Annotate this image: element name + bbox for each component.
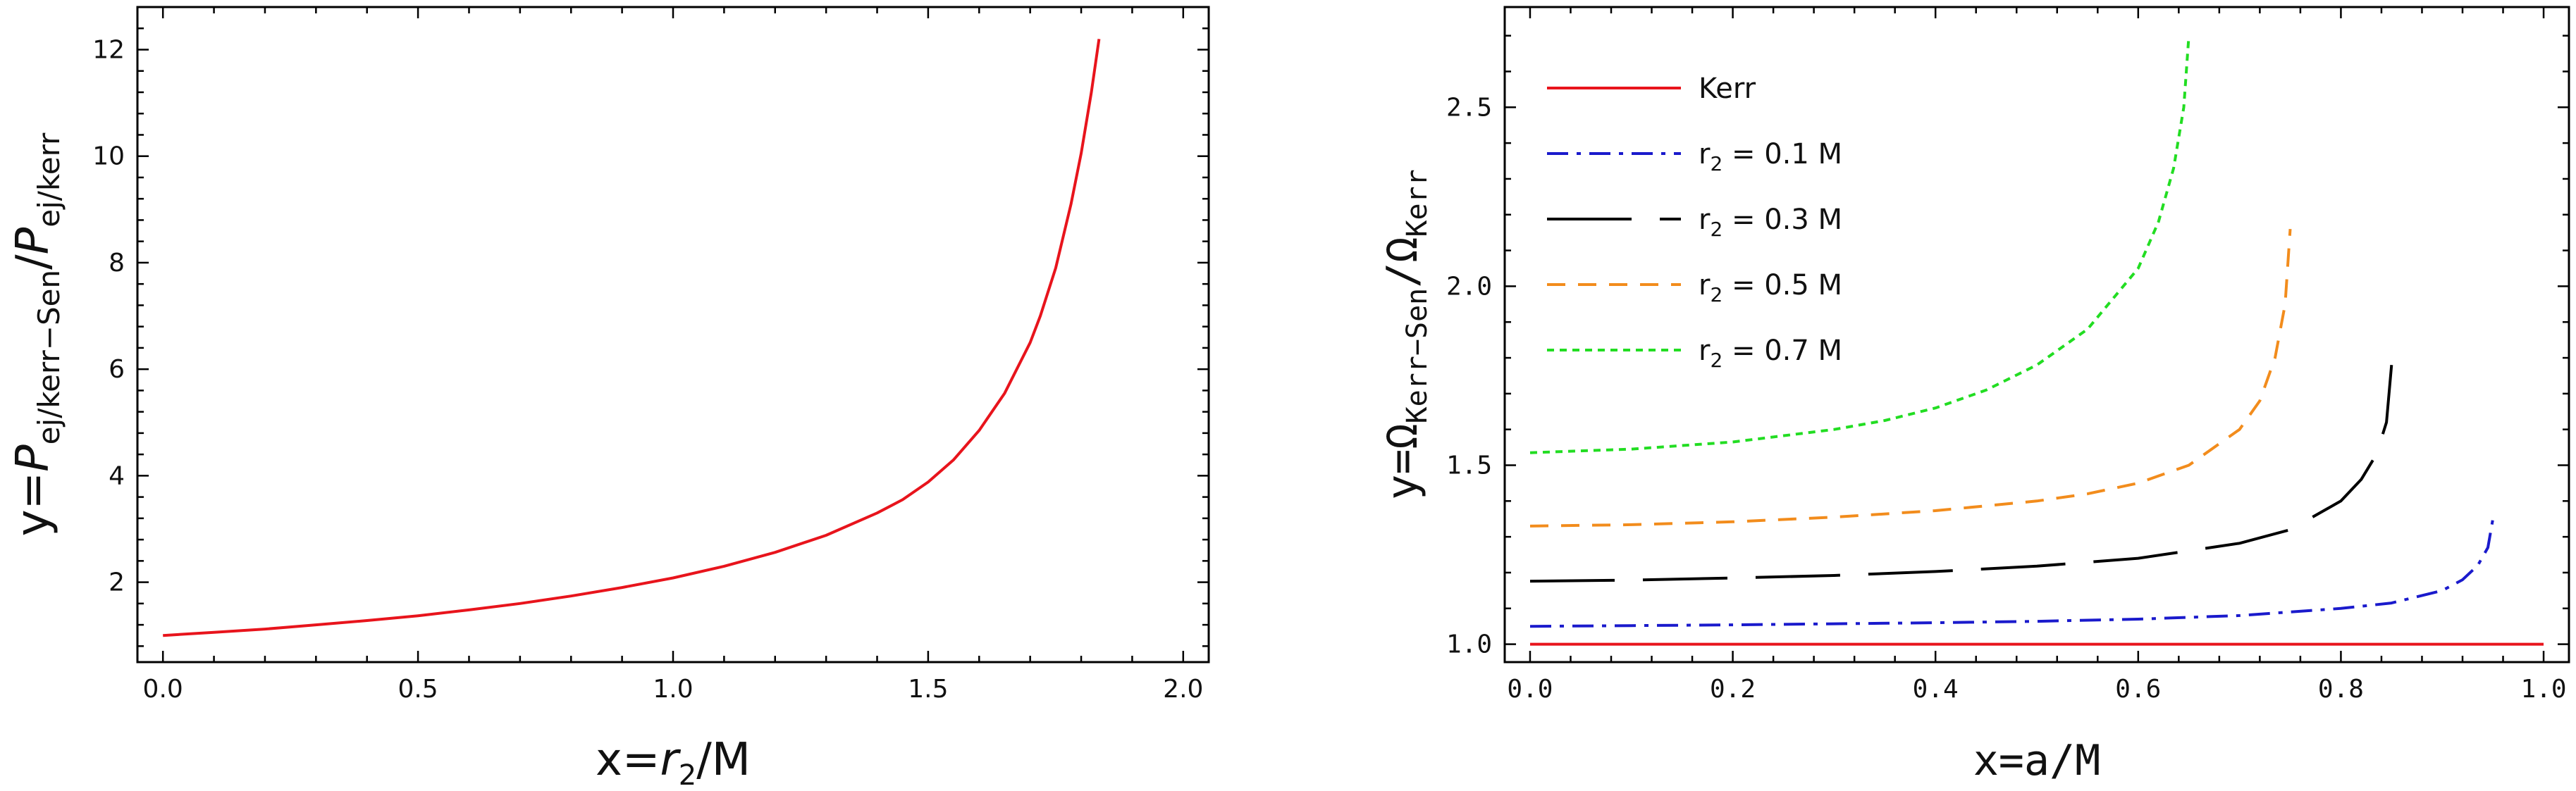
chart-left: 0.0 0.5 1.0 1.5 2.0 2 4 6 8 10 12 x=r2/M y=Pej/ker…: [7, 6, 1210, 791]
x-tick-label: 0.6: [2115, 675, 2161, 704]
y-tick-label: 1.5: [1446, 451, 1492, 480]
x-tick-label: 0.2: [1710, 675, 1756, 704]
series-line-0-0: [163, 39, 1101, 637]
legend-label: r2 = 0.3 M: [1699, 204, 1842, 241]
x-tick-label: 0.0: [143, 675, 183, 704]
series-left: [163, 39, 1101, 637]
y-tick-label: 1.0: [1446, 630, 1492, 659]
x-axis-label-left: x=r2/M: [596, 734, 751, 791]
x-tick-label: 0.8: [2318, 675, 2364, 704]
y-tick-label: 10: [92, 142, 125, 171]
y-tick-label: 2.5: [1446, 93, 1492, 122]
y-tick-label: 2.0: [1446, 272, 1492, 301]
y-tick-label: 8: [109, 249, 125, 278]
y-axis-label-left: y=Pej/kerr−Sen/Pej/kerr: [7, 132, 66, 537]
x-tick-label: 0.5: [398, 675, 438, 704]
legend-label: r2 = 0.1 M: [1699, 138, 1842, 175]
plot-frame-right: [1503, 6, 2570, 664]
x-tick-label: 1.5: [908, 675, 948, 704]
series-line-1-3: [1529, 228, 2292, 528]
y-axis-label-right: y=ΩKerr−Sen/ΩKerr: [1378, 169, 1434, 500]
ticks-right: 0.0 0.2 0.4 0.6 0.8 1.0 1.0 1.5 2.0 2.5: [1446, 7, 2569, 704]
y-tick-label: 6: [109, 355, 125, 384]
legend-label: r2 = 0.5 M: [1699, 269, 1842, 306]
x-tick-label: 0.0: [1507, 675, 1553, 704]
plot-frame-left: [136, 6, 1210, 664]
y-tick-label: 2: [109, 568, 125, 597]
x-tick-label: 1.0: [653, 675, 693, 704]
legend-right: Kerr r2 = 0.1 M r2 = 0.3 M r2 = 0.5 M r2 = 0…: [1547, 73, 1842, 372]
x-tick-label: 2.0: [1163, 675, 1203, 704]
y-tick-label: 12: [92, 35, 125, 64]
series-right: [1529, 35, 2544, 646]
series-line-1-2: [1529, 365, 2393, 583]
chart-right: 0.0 0.2 0.4 0.6 0.8 1.0 1.0 1.5 2.0 2.5 Kerr r2 = …: [1378, 6, 2570, 785]
x-axis-label-right: x=a/M: [1973, 736, 2101, 785]
legend-label: Kerr: [1699, 73, 1756, 105]
y-tick-label: 4: [109, 461, 125, 490]
x-tick-label: 1.0: [2521, 675, 2567, 704]
legend-label: r2 = 0.7 M: [1699, 335, 1842, 372]
series-line-1-4: [1529, 35, 2190, 454]
x-tick-label: 0.4: [1913, 675, 1959, 704]
series-line-1-1: [1529, 518, 2495, 628]
ticks-left: 0.0 0.5 1.0 1.5 2.0 2 4 6 8 10 12: [92, 6, 1209, 704]
